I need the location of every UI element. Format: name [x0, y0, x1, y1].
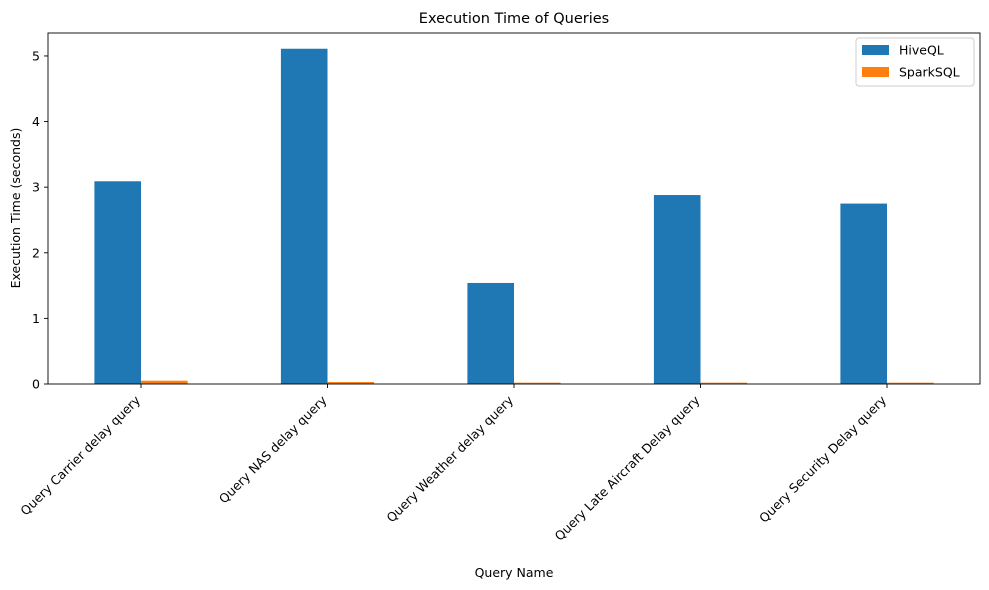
chart-title: Execution Time of Queries: [419, 11, 609, 27]
legend-label-sparksql: SparkSQL: [899, 65, 960, 80]
y-tick-label: 1: [32, 311, 40, 326]
bar-sparksql-1: [327, 382, 375, 384]
legend-swatch-hiveql: [862, 45, 889, 55]
bar-sparksql-3: [700, 382, 748, 384]
x-axis-label: Query Name: [475, 565, 554, 580]
y-tick-label: 4: [32, 114, 40, 129]
legend-label-hiveql: HiveQL: [899, 43, 944, 58]
bar-hiveql-0: [94, 181, 141, 384]
bar-sparksql-0: [141, 380, 188, 384]
y-tick-label: 2: [32, 245, 40, 260]
y-axis-label: Execution Time (seconds): [8, 128, 23, 289]
bar-sparksql-4: [887, 382, 934, 384]
bar-hiveql-2: [467, 282, 514, 384]
y-tick-label: 5: [32, 48, 40, 63]
bar-hiveql-1: [280, 48, 328, 385]
bar-sparksql-2: [514, 382, 561, 384]
y-tick-label: 3: [32, 180, 40, 195]
legend-swatch-sparksql: [862, 67, 889, 77]
bar-hiveql-4: [840, 203, 887, 384]
bar-hiveql-3: [653, 195, 701, 384]
y-tick-label: 0: [32, 377, 40, 392]
